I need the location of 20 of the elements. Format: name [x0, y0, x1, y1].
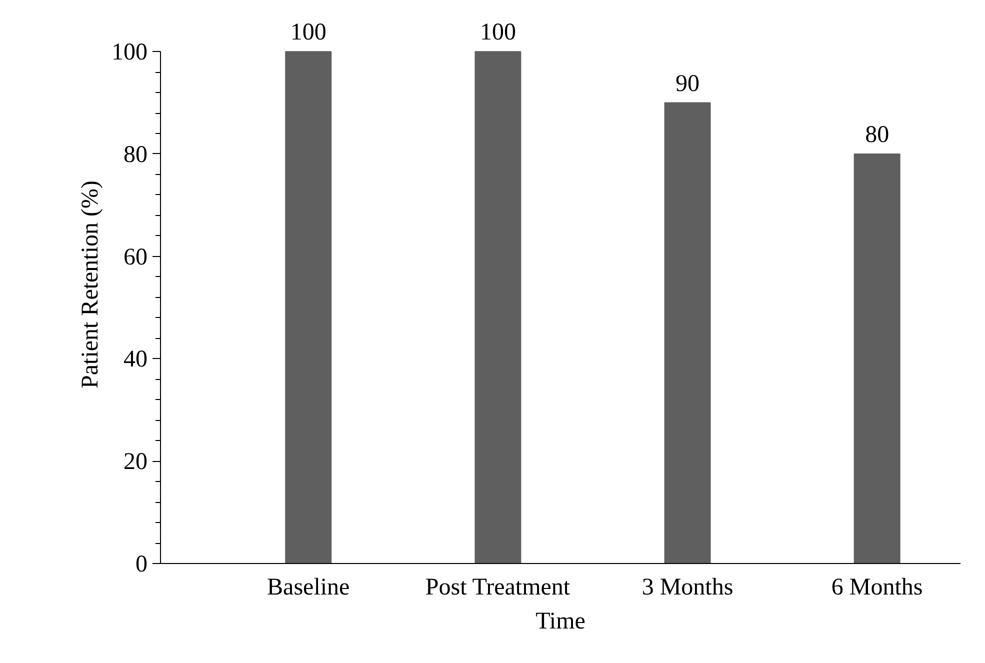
data-label: 100 — [480, 20, 516, 46]
y-axis-title: Patient Retention (%) — [78, 180, 104, 388]
x-tick-label: 3 Months — [642, 574, 734, 600]
y-tick-label: 20 — [124, 449, 148, 476]
y-tick-label: 40 — [124, 346, 148, 373]
data-label: 80 — [865, 122, 890, 148]
x-axis-title: Time — [536, 608, 586, 634]
y-tick-label: 80 — [124, 142, 148, 168]
data-label: 90 — [676, 70, 700, 97]
bar — [854, 153, 900, 564]
data-label: 100 — [290, 20, 326, 46]
x-tick-label: Post Treatment — [425, 574, 570, 600]
bar — [664, 102, 711, 564]
bar — [285, 51, 332, 564]
x-tick-label: Baseline — [267, 574, 350, 600]
y-tick-label: 100 — [112, 40, 148, 66]
x-tick-label: 6 Months — [831, 574, 923, 600]
y-tick-label: 60 — [124, 244, 148, 270]
bar — [474, 51, 522, 564]
y-tick-label: 0 — [136, 552, 148, 578]
